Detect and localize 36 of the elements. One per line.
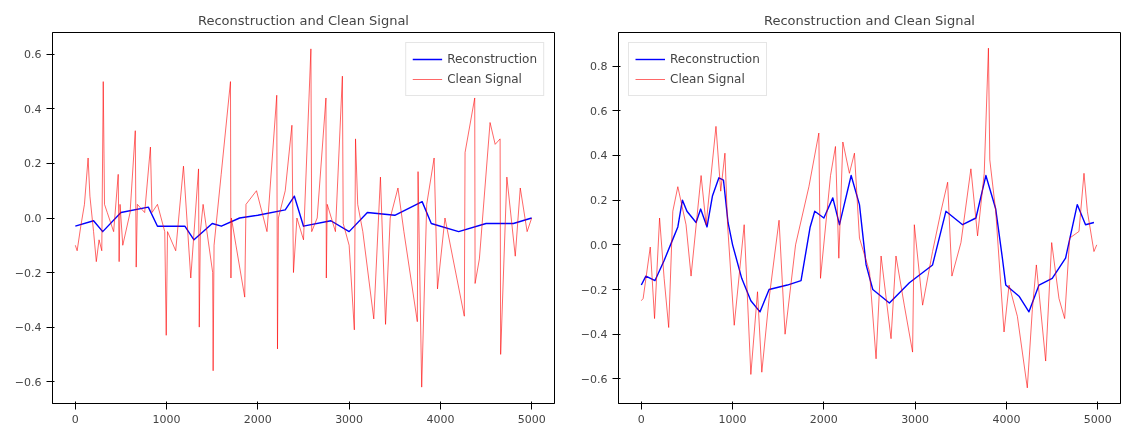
x-tick-label: 1000 [152,412,181,426]
line-series [640,47,1098,389]
y-tick-label: 0.6 [590,104,608,118]
x-tick-label: 5000 [1083,412,1112,426]
x-tick-label: 1000 [718,412,747,426]
x-tick-label: 2000 [243,412,272,426]
x-tick-label: 3000 [901,412,930,426]
line-series [640,174,1095,313]
y-tick-label: −0.6 [580,372,608,386]
y-tick-label: 0.0 [24,212,42,225]
y-tick-label: 0.8 [590,60,608,74]
legend-label: Clean Signal [447,72,522,86]
legend-label: Reconstruction [447,52,537,66]
chart-title: Reconstruction and Clean Signal [764,12,975,28]
legend-label: Reconstruction [670,52,760,66]
y-tick-label: 0.4 [24,102,42,116]
y-tick-label: 0.4 [590,149,608,163]
y-tick-label: −0.6 [14,375,42,389]
y-tick-label: 0.2 [24,157,42,171]
y-tick-label: −0.4 [14,321,42,335]
x-tick-label: 5000 [517,412,546,426]
y-tick-label: −0.2 [580,283,608,297]
y-tick-label: −0.2 [14,266,42,280]
x-tick-label: 4000 [426,412,455,426]
y-tick-label: −0.4 [580,328,608,342]
y-tick-label: 0.2 [590,194,608,208]
y-tick-label: 0.0 [590,238,608,252]
legend-label: Clean Signal [670,72,745,86]
chart-title: Reconstruction and Clean Signal [198,12,409,28]
x-tick-label: 4000 [992,412,1021,426]
x-tick-label: 0 [637,412,645,426]
x-tick-label: 0 [71,412,79,426]
x-tick-label: 3000 [335,412,364,426]
y-tick-label: 0.6 [24,48,42,62]
x-tick-label: 2000 [809,412,838,426]
line-series [74,195,533,241]
